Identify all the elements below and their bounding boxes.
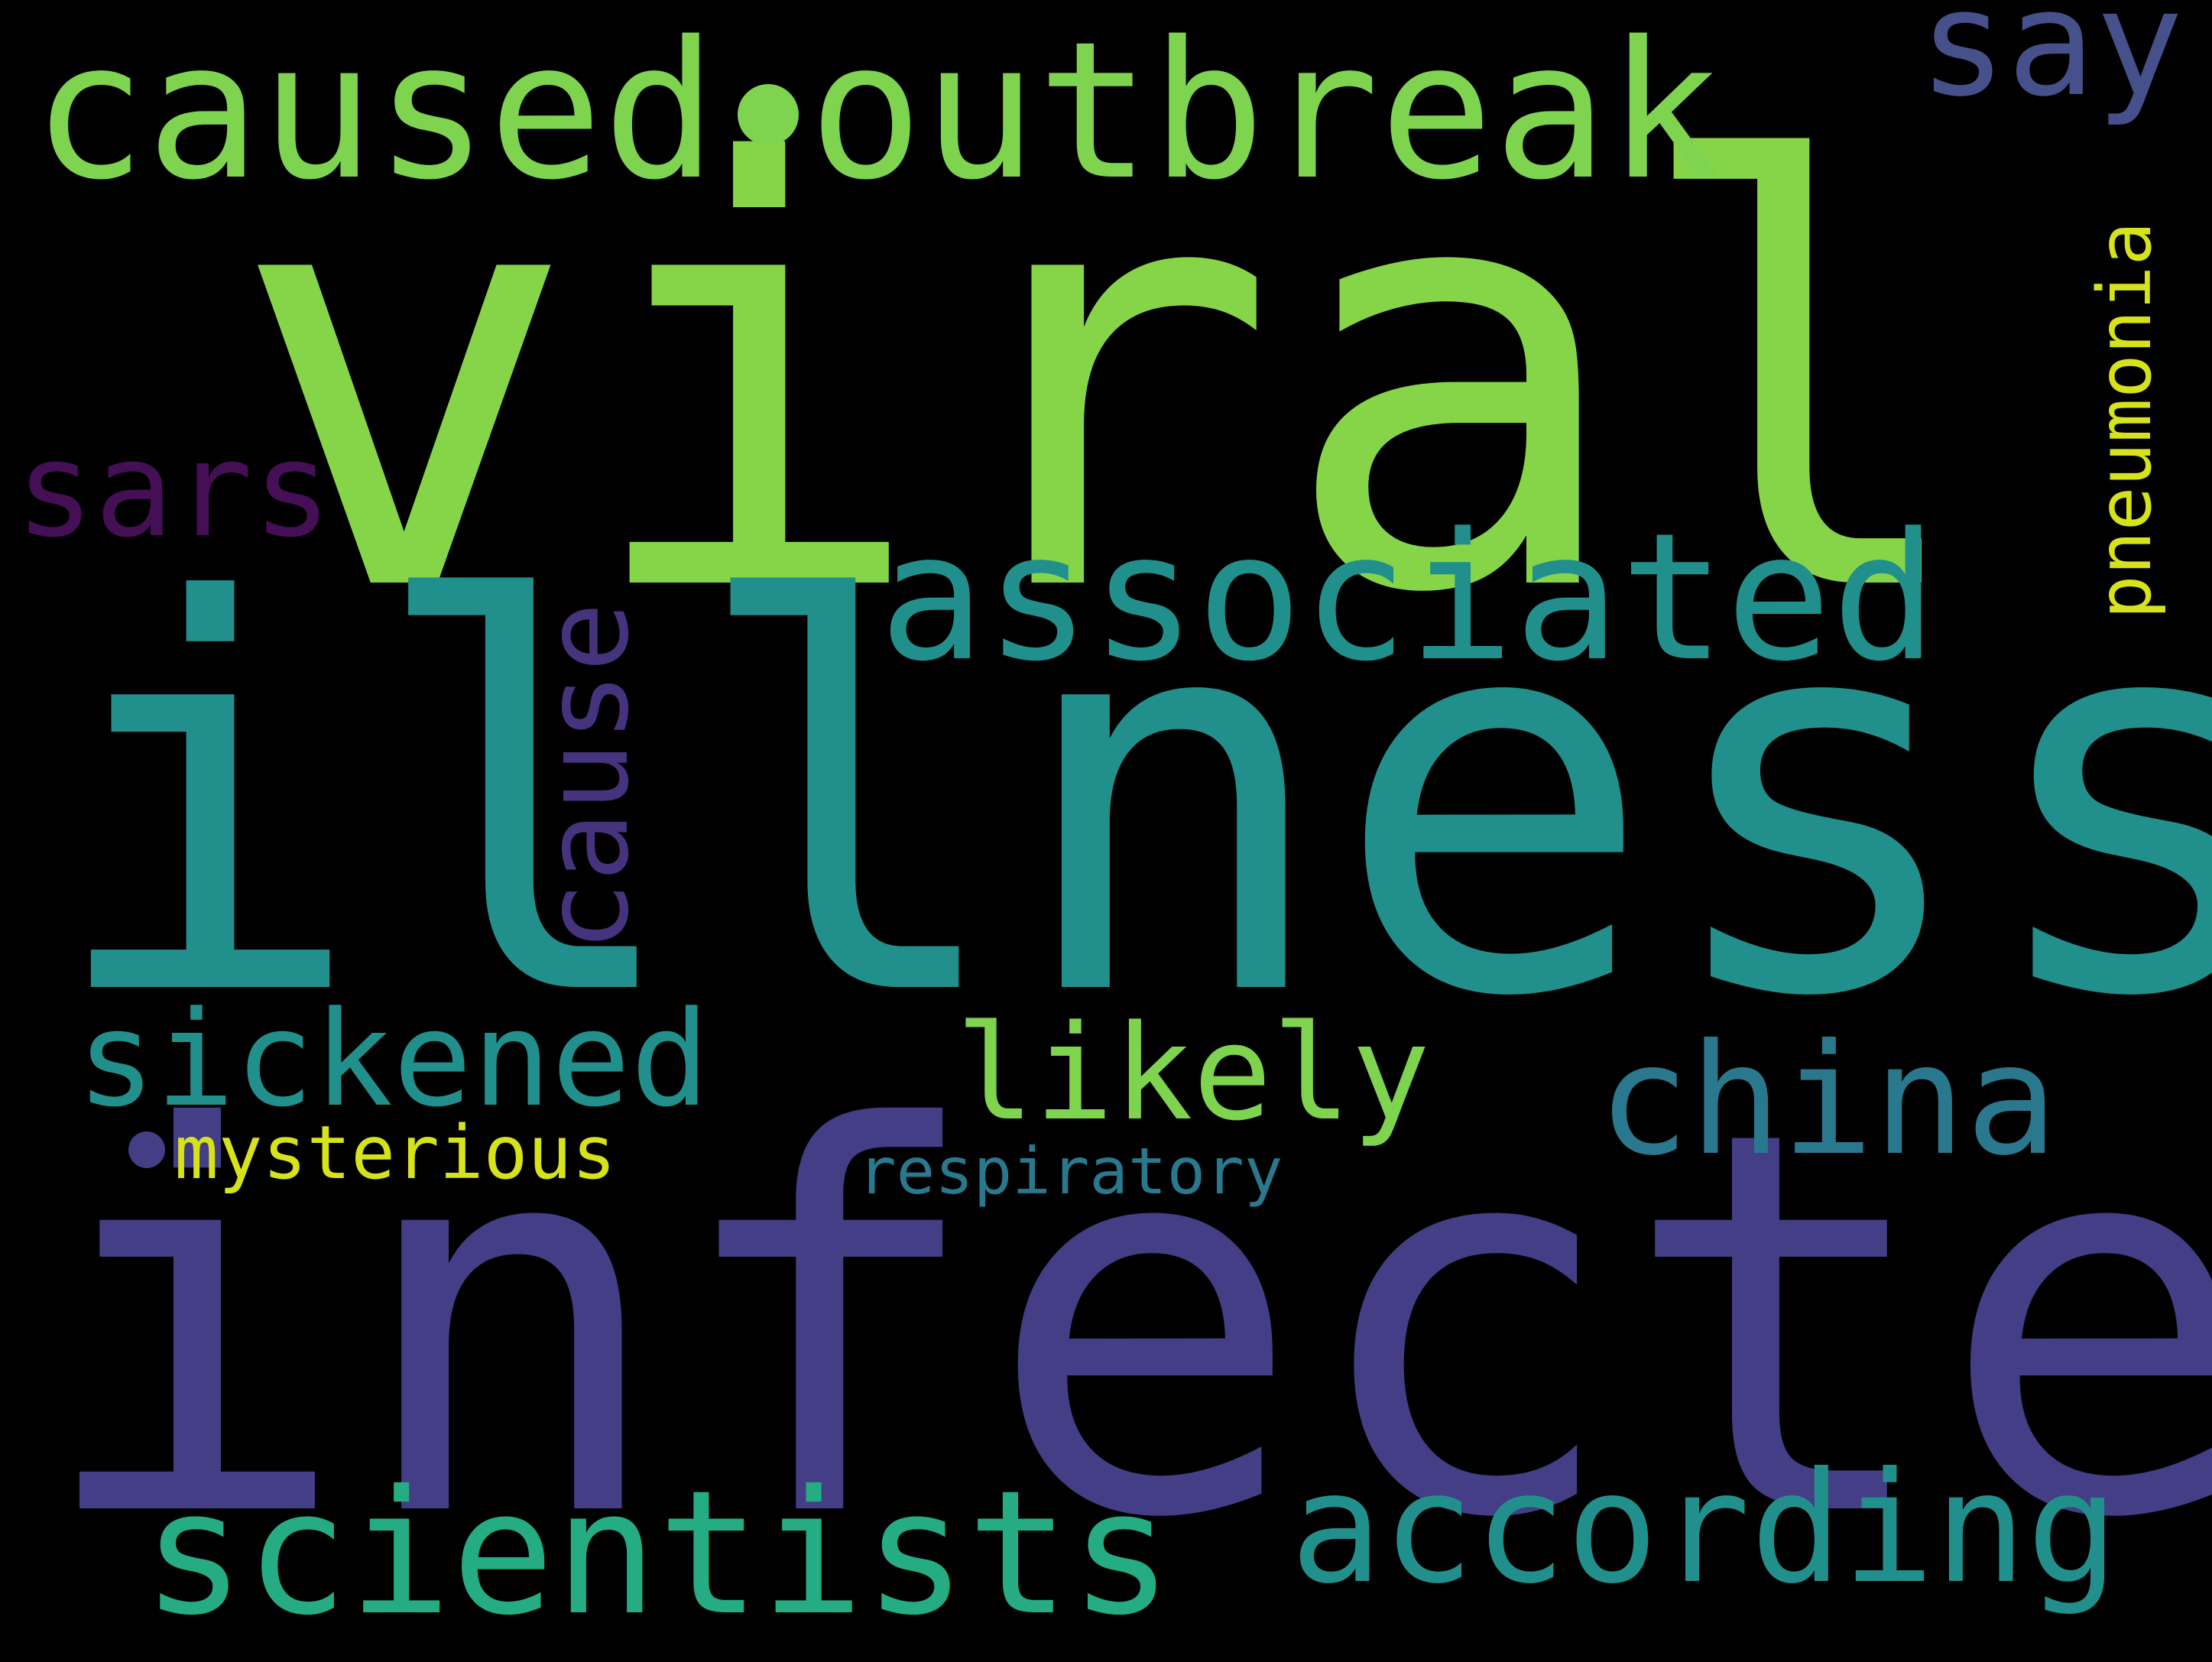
word-pneumonia: pneumonia — [2082, 221, 2168, 619]
word-sickened: sickened — [76, 982, 710, 1136]
dot-mark — [128, 1131, 165, 1168]
word-scientists: scientists — [142, 1453, 1173, 1653]
word-according: according — [1290, 1440, 2119, 1618]
word-caused: caused — [32, 2, 717, 222]
word-infected: infected — [34, 1019, 2212, 1633]
dot-mark — [738, 84, 799, 145]
word-say: say — [1918, 0, 2184, 129]
word-china: china — [1597, 1011, 2058, 1190]
word-respiratory: respiratory — [858, 1134, 1283, 1209]
word-cause: cause — [519, 602, 654, 952]
word-sars: sars — [15, 413, 332, 566]
word-viral: viral — [229, 44, 1978, 720]
word-associated: associated — [879, 496, 1938, 700]
word-outbreak: outbreak — [809, 2, 1722, 222]
word-mysterious: mysterious — [174, 1110, 616, 1196]
word-illness: illness — [44, 491, 2212, 1114]
word-likely: likely — [955, 996, 1431, 1150]
